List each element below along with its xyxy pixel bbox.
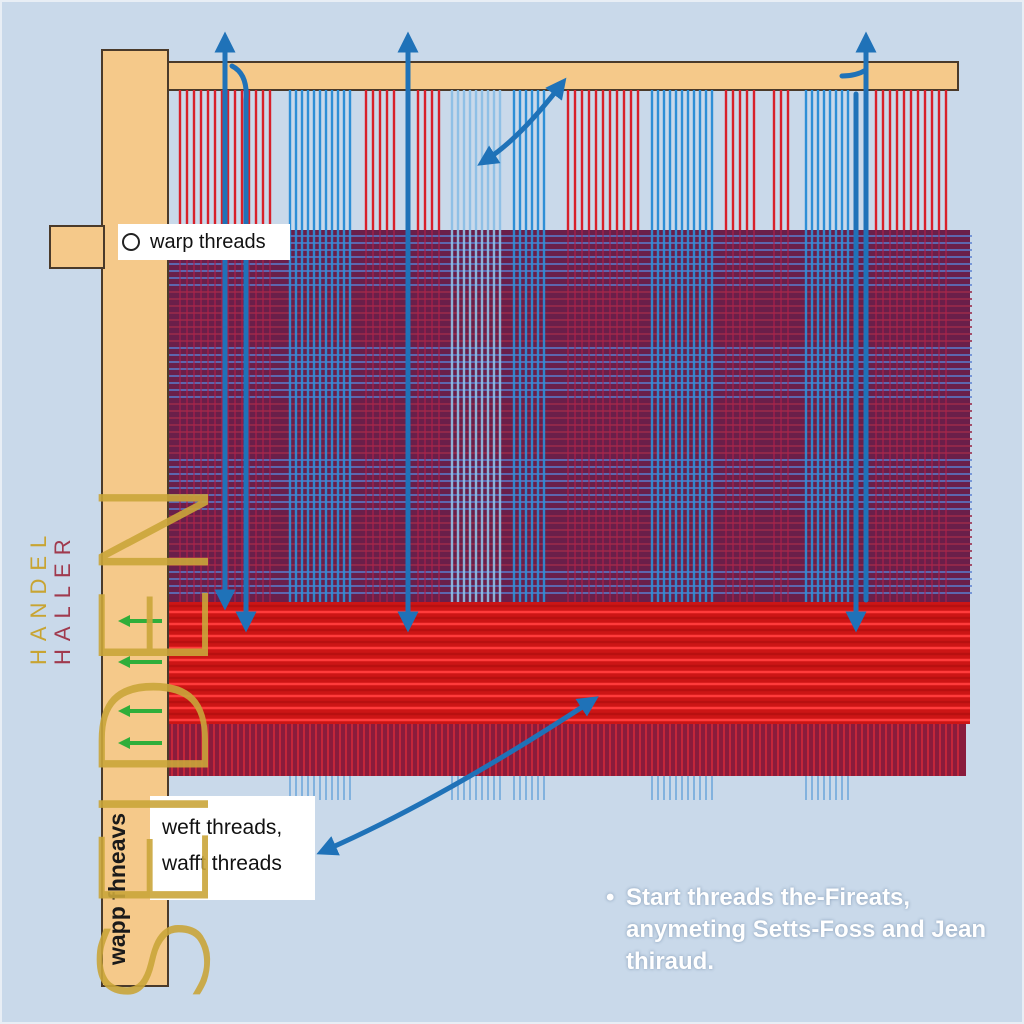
direction-arrows: [214, 31, 877, 856]
weft-threads: [162, 604, 970, 722]
arrow-icon: [477, 77, 567, 166]
weft-threads-label: weft threads, wafft threads: [150, 796, 315, 900]
arrow-icon: [316, 696, 599, 856]
weft-band: [168, 602, 970, 724]
lower-fringe: [168, 724, 966, 776]
warp-threads-text: warp threads: [150, 230, 266, 253]
warp-lines-cloth: [179, 230, 947, 602]
warp-threads-upper: [178, 90, 948, 230]
instruction-note: • Start threads the-Fireats, anymeting S…: [606, 882, 1008, 978]
note-text: Start threads the-Fireats, anymeting Set…: [626, 884, 987, 975]
weft-threads-line1: weft threads,: [162, 816, 283, 839]
brand-seiden-logo: SEIDEN: [70, 475, 244, 1008]
loom-handle: [49, 225, 105, 269]
note-bullet: •: [606, 884, 615, 911]
warp-threads-label: warp threads: [118, 224, 290, 260]
brand-handel: HANDEL: [26, 527, 51, 665]
circle-marker-icon: [122, 233, 140, 251]
weft-threads-line2: wafft threads: [162, 852, 282, 875]
arrow-icon: [839, 67, 869, 79]
weft-direction-arrows: [118, 615, 162, 749]
arrow-icon: [229, 63, 257, 633]
